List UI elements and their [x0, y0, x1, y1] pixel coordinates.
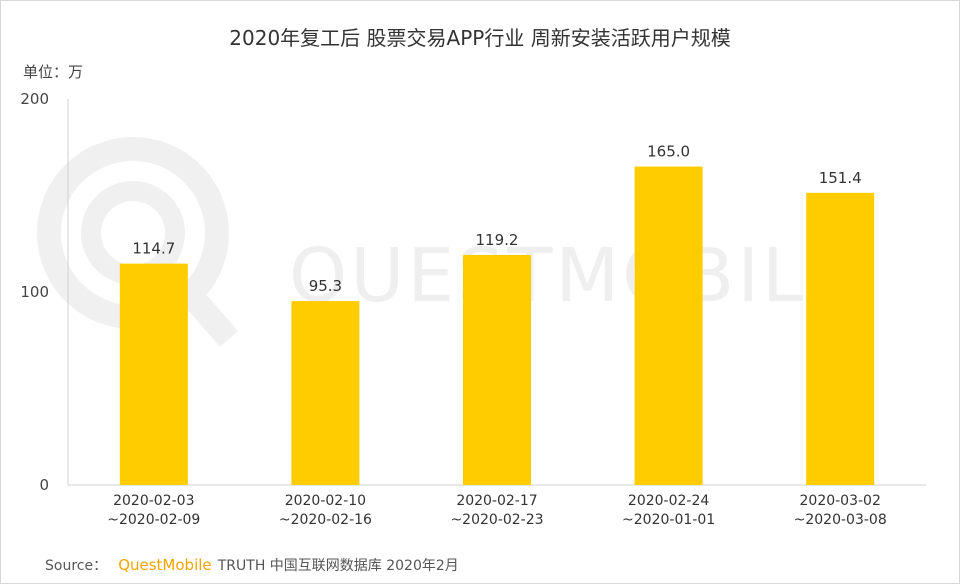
bar [291, 301, 360, 485]
category-labels: 2020-02-03 ~2020-02-09 2020-02-10 ~2020-02-… [107, 493, 886, 528]
source-product: TRUTH 中国互联网数据库 2020年2月 [217, 558, 459, 574]
x-category-label-line: 2020-02-03 [113, 493, 194, 509]
bar [806, 192, 875, 485]
bar [634, 166, 703, 486]
bar-value-label: 165.0 [647, 143, 690, 161]
unit-label: 单位：万 [23, 63, 83, 81]
source-brand: QuestMobile [118, 556, 211, 574]
x-category-label-line: 2020-03-02 [800, 493, 881, 509]
bar-value-label: 95.3 [309, 277, 342, 295]
y-tick-label: 0 [39, 476, 49, 494]
x-category-label-line: 2020-02-10 [285, 493, 366, 509]
x-category-label-line: ~2020-02-23 [450, 512, 543, 528]
watermark-text: QUESTMOBILE [289, 233, 856, 319]
y-tick-label: 100 [20, 283, 49, 301]
bar [463, 254, 531, 485]
y-tick-label: 200 [20, 90, 49, 108]
bar-value-label: 119.2 [476, 231, 519, 249]
source-label: Source： [45, 558, 107, 574]
bar [119, 263, 188, 485]
y-tick-labels: 0 100 200 [20, 90, 49, 494]
x-category-label-line: ~2020-01-01 [622, 512, 715, 528]
x-category-label-line: 2020-02-24 [628, 493, 709, 509]
bars [119, 166, 875, 486]
y-axis: 0 100 200 [20, 90, 69, 494]
x-category-label-line: ~2020-02-16 [279, 512, 372, 528]
x-category-label: 2020-02-03 ~2020-02-09 [107, 493, 200, 528]
x-category-label: 2020-02-24 ~2020-01-01 [622, 493, 715, 528]
x-category-label: 2020-03-02 ~2020-03-08 [794, 493, 887, 528]
source-line: Source： QuestMobile TRUTH 中国互联网数据库 2020年… [45, 555, 459, 574]
x-category-label-line: ~2020-02-09 [107, 512, 200, 528]
x-category-label: 2020-02-17 ~2020-02-23 [450, 493, 543, 528]
chart-title: 2020年复工后 股票交易APP行业 周新安装活跃用户规模 [229, 26, 730, 50]
value-labels: 114.7 95.3 119.2 165.0 151.4 [132, 143, 861, 296]
x-category-label-line: 2020-02-17 [456, 493, 537, 509]
bar-value-label: 114.7 [132, 240, 175, 258]
x-category-label-line: ~2020-03-08 [794, 512, 887, 528]
x-category-label: 2020-02-10 ~2020-02-16 [279, 493, 372, 528]
bar-value-label: 151.4 [819, 169, 862, 187]
